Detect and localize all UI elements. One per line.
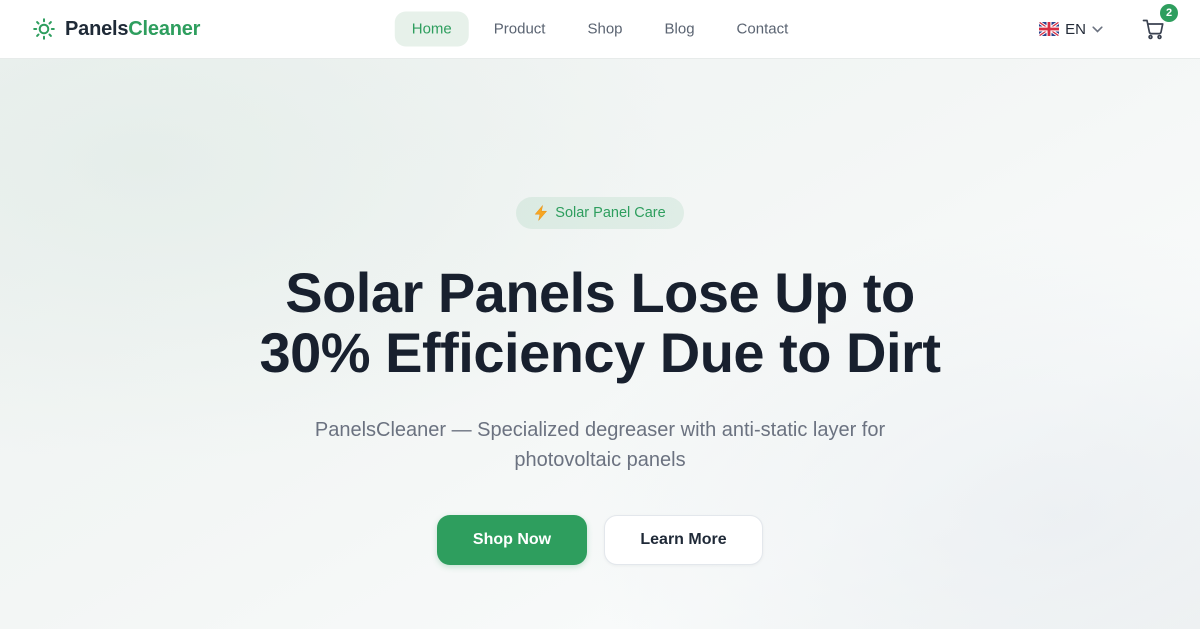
sun-icon	[32, 17, 56, 41]
brand-name-secondary: Cleaner	[128, 17, 201, 40]
hero-section: Solar Panel Care Solar Panels Lose Up to…	[0, 59, 1200, 629]
lightning-icon	[534, 205, 548, 221]
language-label: EN	[1065, 20, 1086, 38]
brand-name: PanelsCleaner	[65, 18, 200, 41]
nav-item-product[interactable]: Product	[493, 20, 546, 38]
shop-now-button[interactable]: Shop Now	[437, 515, 587, 565]
cart-count-badge: 2	[1160, 3, 1178, 22]
main-nav: Home Product Shop Blog Contact	[394, 11, 806, 47]
learn-more-button[interactable]: Learn More	[604, 515, 763, 565]
site-header: PanelsCleaner Home Product Shop Blog Con…	[0, 0, 1200, 59]
cart-icon	[1141, 17, 1166, 41]
nav-item-home[interactable]: Home	[394, 11, 469, 47]
header-actions: EN 2	[1039, 3, 1178, 46]
hero-heading: Solar Panels Lose Up to 30% Efficiency D…	[260, 263, 941, 383]
hero-cta-group: Shop Now Learn More	[437, 515, 763, 565]
hero-badge: Solar Panel Care	[516, 197, 684, 229]
nav-item-shop[interactable]: Shop	[587, 20, 623, 38]
nav-item-blog[interactable]: Blog	[664, 20, 695, 38]
hero-subtitle: PanelsCleaner — Specialized degreaser wi…	[314, 419, 886, 471]
brand-name-primary: Panels	[65, 17, 129, 40]
cart-button[interactable]: 2	[1141, 3, 1178, 46]
uk-flag-icon	[1039, 22, 1060, 36]
nav-item-contact[interactable]: Contact	[736, 20, 789, 38]
brand-logo[interactable]: PanelsCleaner	[32, 17, 200, 41]
hero-heading-line2: 30% Efficiency Due to Dirt	[259, 321, 941, 384]
hero-badge-label: Solar Panel Care	[555, 205, 666, 221]
language-selector[interactable]: EN	[1039, 21, 1103, 38]
chevron-down-icon	[1092, 25, 1103, 33]
hero-heading-line1: Solar Panels Lose Up to	[285, 261, 915, 324]
